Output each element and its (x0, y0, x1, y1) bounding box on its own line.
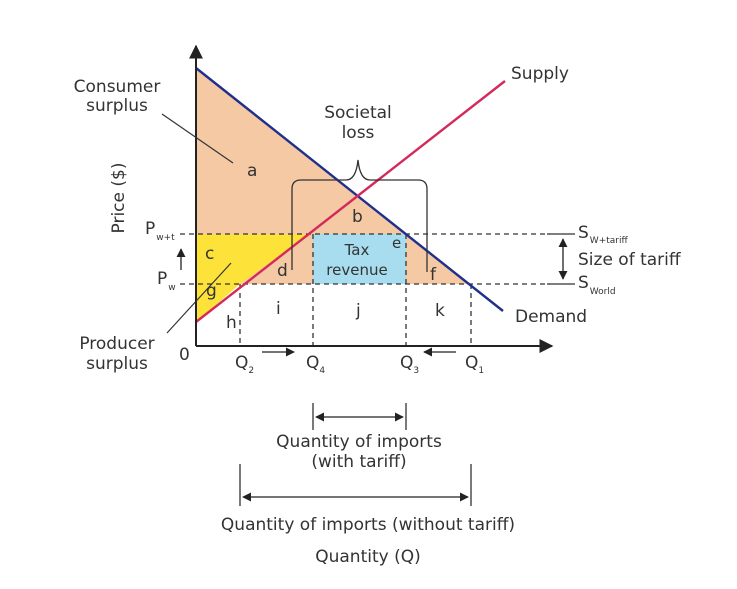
s-tariff-label: SW+tariff (578, 223, 628, 246)
s-world-label: SWorld (578, 273, 616, 297)
producer-surplus-label-1: Producer (79, 334, 154, 354)
demand-label: Demand (515, 307, 587, 327)
demand-line (195, 67, 504, 312)
consumer-surplus-label-1: Consumer (74, 77, 161, 97)
imports-with-tariff-label-1: Quantity of imports (276, 432, 442, 452)
area-a-label: a (247, 161, 257, 181)
area-g-label: g (206, 281, 217, 301)
x-axis-label: Quantity (Q) (315, 547, 421, 567)
q2-label: Q2 (235, 353, 254, 376)
societal-loss-label-2: loss (342, 123, 375, 143)
size-of-tariff-label: Size of tariff (578, 250, 682, 270)
area-i-label: i (276, 299, 281, 319)
area-k-label: k (435, 301, 445, 321)
consumer-surplus-leader (161, 113, 234, 164)
p-world-label: Pw (157, 269, 176, 293)
societal-loss-label-1: Societal (324, 103, 392, 123)
imports-with-tariff-label-2: (with tariff) (311, 452, 406, 472)
societal-loss-bracket (291, 159, 428, 272)
q4-label: Q4 (306, 353, 325, 376)
area-f-label: f (430, 265, 437, 285)
area-e-label: e (392, 234, 401, 252)
p-tariff-label: Pw+t (145, 219, 175, 243)
consumer-surplus-label-2: surplus (86, 96, 148, 116)
producer-surplus-area (196, 234, 310, 284)
area-j-label: j (355, 301, 361, 321)
tax-revenue-area (313, 234, 406, 284)
tax-revenue-label-1: Tax (344, 241, 370, 259)
supply-label: Supply (511, 64, 569, 84)
area-b-label: b (352, 207, 363, 227)
area-h-label: h (226, 313, 237, 333)
tax-revenue-label-2: revenue (326, 261, 387, 279)
area-d-label: d (277, 261, 288, 281)
q3-label: Q3 (400, 353, 419, 376)
y-axis-label: Price ($) (109, 163, 129, 234)
origin-label: 0 (179, 345, 190, 365)
producer-surplus-leader (166, 262, 232, 334)
producer-surplus-label-2: surplus (86, 354, 148, 374)
area-c-label: c (205, 244, 214, 264)
q1-label: Q1 (465, 353, 484, 376)
supply-line (195, 80, 506, 323)
imports-without-tariff-label: Quantity of imports (without tariff) (221, 515, 515, 535)
